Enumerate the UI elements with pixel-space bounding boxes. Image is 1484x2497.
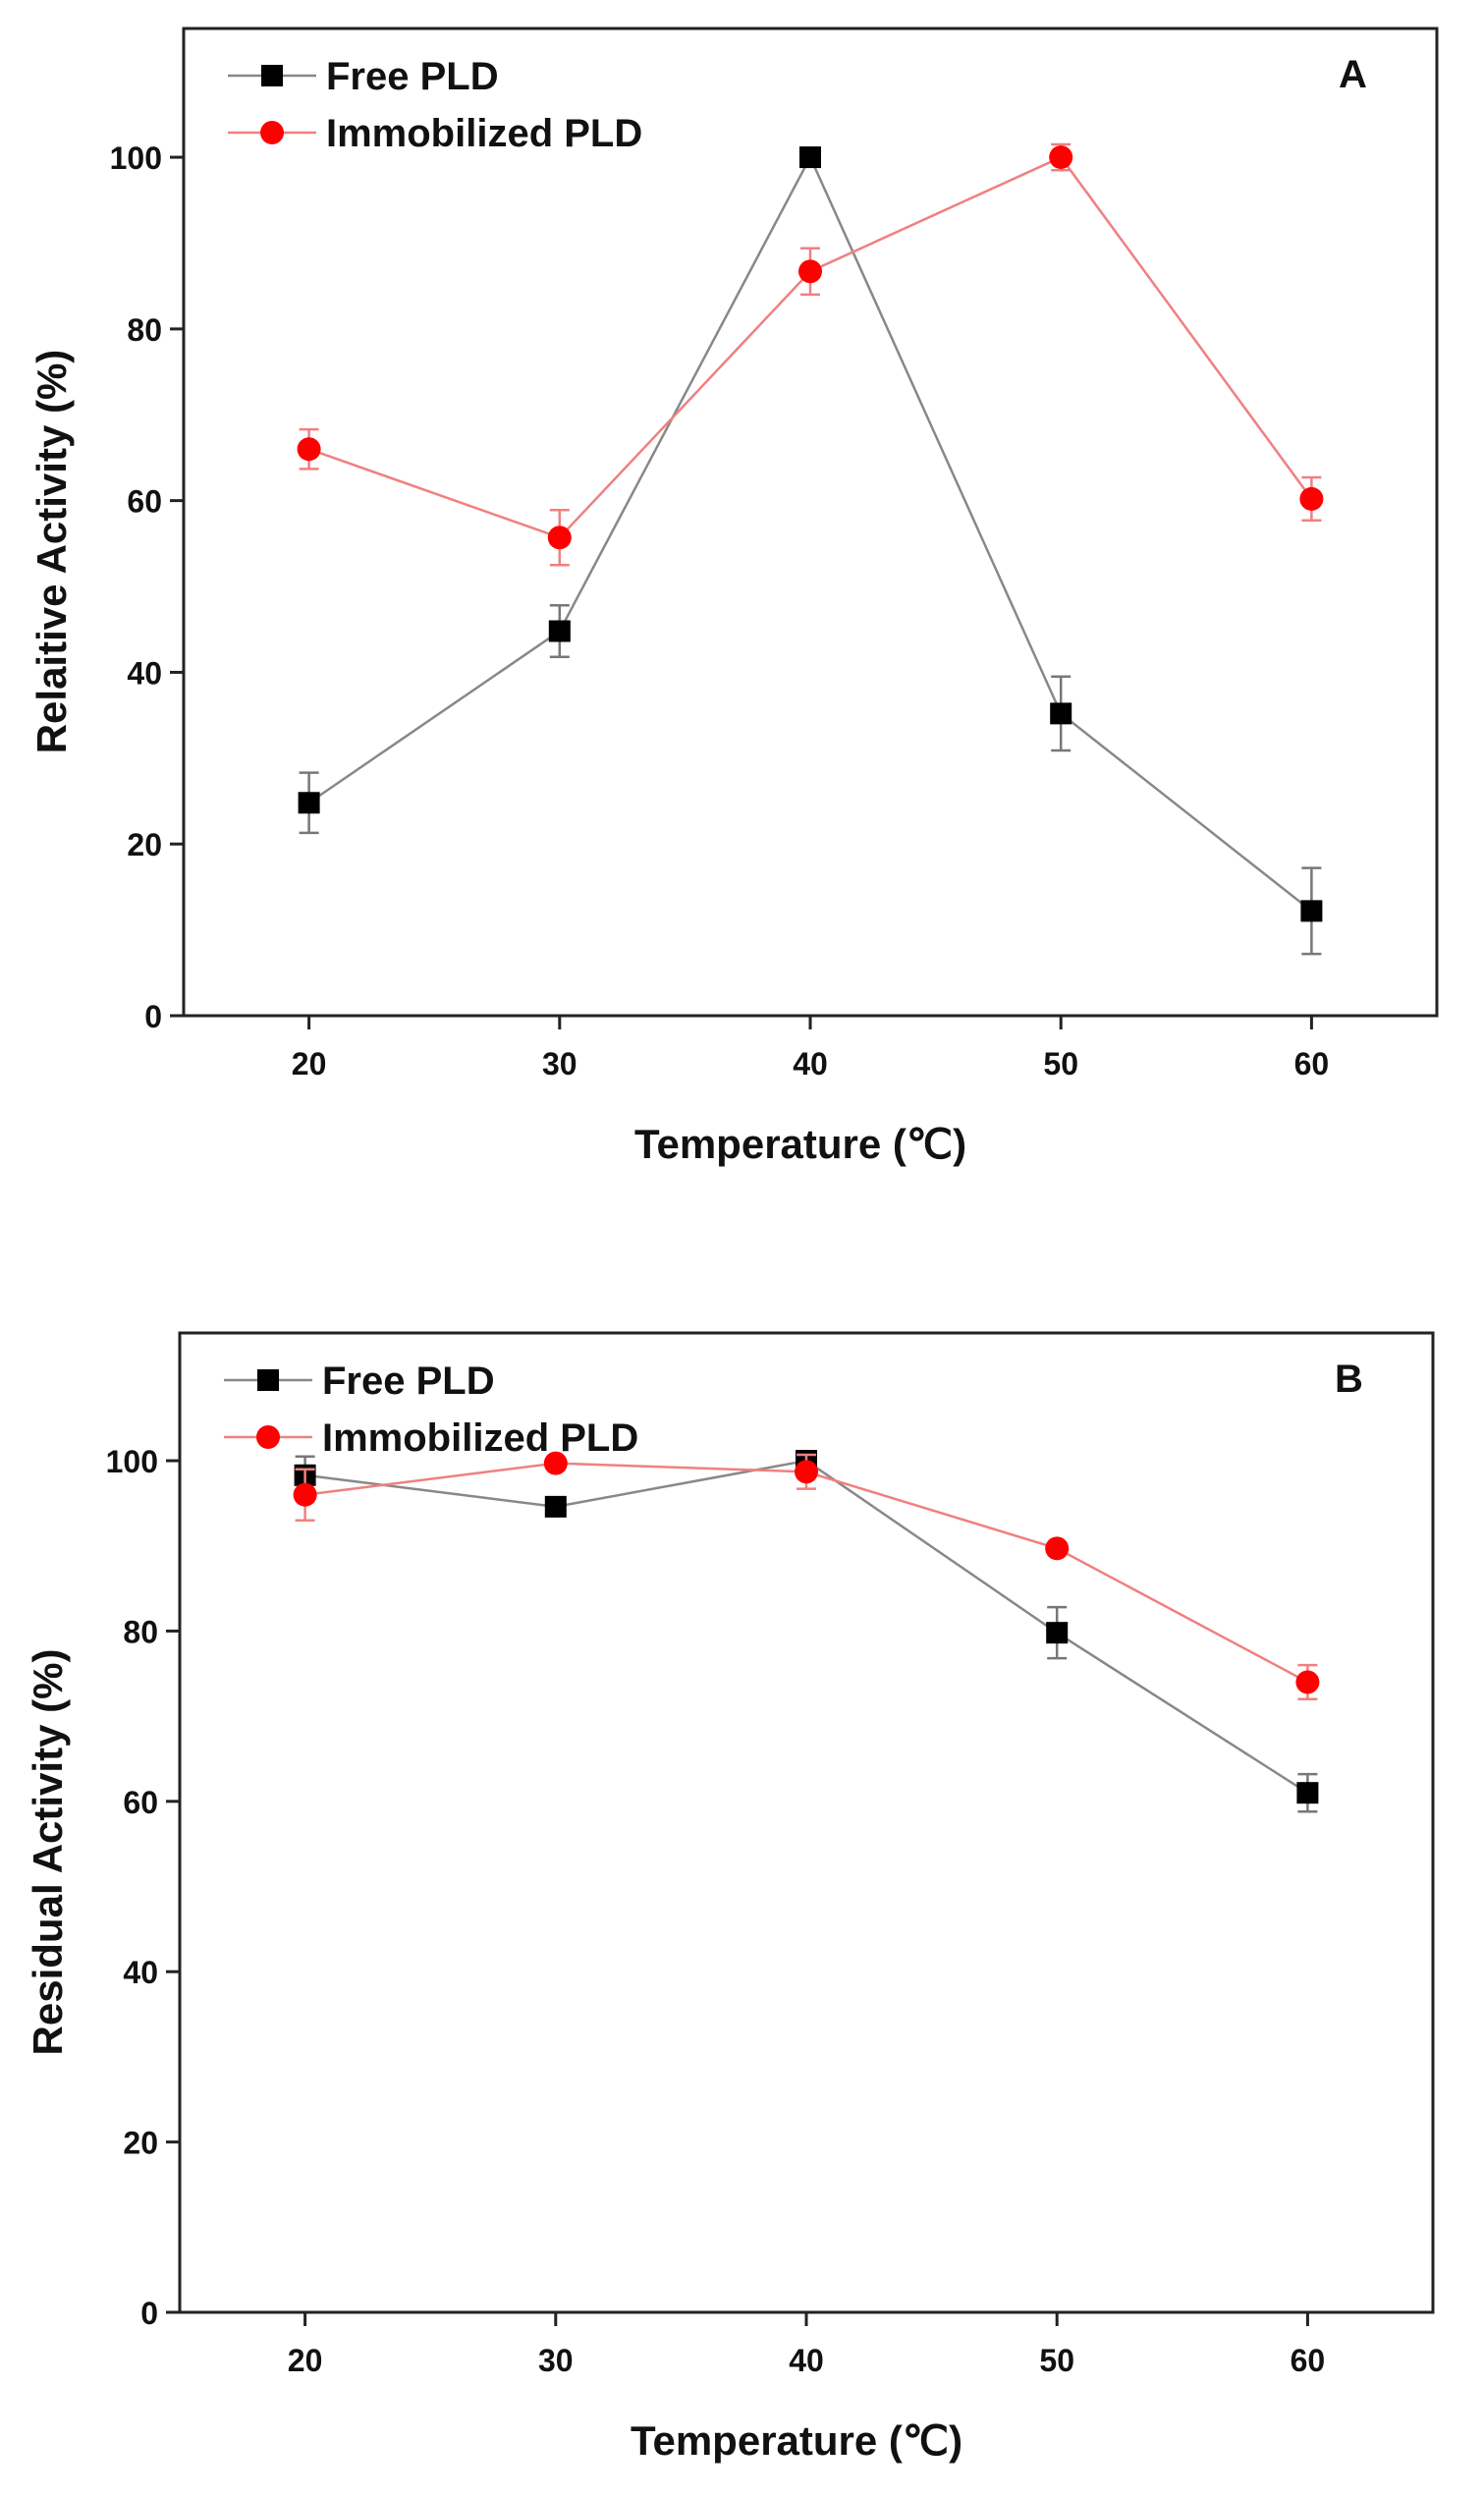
- x-tick-label: 30: [542, 1046, 577, 1082]
- series-free-pld: [294, 1450, 1319, 1813]
- data-point-square: [1050, 702, 1072, 725]
- x-tick-label: 30: [538, 2343, 574, 2378]
- x-axis-label: Temperature (℃): [631, 2417, 962, 2464]
- y-tick-label: 40: [123, 1955, 158, 1990]
- data-point-square: [298, 792, 320, 814]
- series-immobilized-pld: [293, 1451, 1320, 1701]
- data-point-circle: [1295, 1670, 1320, 1694]
- legend-marker-square: [257, 1369, 279, 1391]
- y-tick-label: 0: [140, 2296, 158, 2331]
- data-point-circle: [547, 526, 572, 550]
- data-point-circle: [297, 437, 321, 462]
- data-point-square: [799, 146, 821, 169]
- y-tick-label: 80: [127, 312, 162, 348]
- x-tick-label: 50: [1043, 1046, 1078, 1082]
- series-line: [304, 1462, 1308, 1684]
- y-tick-label: 100: [110, 140, 162, 176]
- series-line: [308, 155, 1313, 539]
- panel-label: B: [1335, 1358, 1363, 1401]
- data-point-circle: [1299, 486, 1324, 511]
- legend-label: Free PLD: [322, 1359, 495, 1403]
- legend-item: Immobilized PLD: [224, 1416, 638, 1460]
- x-tick-label: 60: [1291, 2343, 1326, 2378]
- y-tick-label: 20: [127, 827, 162, 862]
- y-tick-label: 60: [123, 1785, 158, 1820]
- data-point-square: [544, 1495, 567, 1518]
- legend-label: Immobilized PLD: [326, 112, 642, 155]
- y-tick-label: 20: [123, 2126, 158, 2161]
- legend-marker-square: [261, 65, 283, 86]
- x-tick-label: 40: [789, 2343, 824, 2378]
- y-tick-label: 60: [127, 484, 162, 520]
- data-point-circle: [543, 1451, 568, 1475]
- x-tick-label: 60: [1294, 1046, 1330, 1082]
- legend-label: Immobilized PLD: [322, 1416, 638, 1460]
- data-point-circle: [1045, 1536, 1070, 1561]
- y-tick-label: 80: [123, 1614, 158, 1649]
- chart-panel-B: 0 20 40 60 80 100 20 30 40 50 60 Temperature (℃) Res…: [25, 1331, 1435, 2464]
- panel-label: A: [1339, 53, 1367, 96]
- series-immobilized-pld: [297, 142, 1324, 567]
- data-point-square: [1296, 1782, 1319, 1804]
- chart-panel-A: 0 20 40 60 80 100 20 30 40 50 60 Temperature (℃) Rel…: [28, 27, 1439, 1167]
- data-point-square: [1046, 1622, 1069, 1644]
- legend-item: Immobilized PLD: [228, 112, 642, 155]
- y-tick-label: 40: [127, 655, 162, 691]
- series-free-pld: [298, 146, 1323, 956]
- series-line: [304, 1459, 1309, 1795]
- data-point-circle: [293, 1482, 317, 1507]
- data-point-circle: [1049, 145, 1073, 170]
- legend-marker-circle: [260, 121, 284, 144]
- x-axis-label: Temperature (℃): [634, 1121, 966, 1167]
- x-tick-label: 50: [1039, 2343, 1074, 2378]
- data-point-square: [1300, 900, 1323, 922]
- legend-item: Free PLD: [228, 55, 499, 98]
- y-tick-label: 100: [106, 1444, 158, 1479]
- y-tick-label: 0: [144, 999, 162, 1034]
- legend-marker-circle: [256, 1425, 280, 1449]
- plot-frame: [182, 27, 1439, 1018]
- data-point-circle: [798, 259, 822, 284]
- x-tick-label: 40: [793, 1046, 828, 1082]
- legend-item: Free PLD: [224, 1359, 495, 1403]
- y-axis-label: Relaitive Activity (%): [28, 350, 75, 754]
- y-axis-label: Residual Activity (%): [25, 1649, 71, 2056]
- data-point-square: [548, 620, 571, 642]
- x-tick-label: 20: [292, 1046, 327, 1082]
- legend-label: Free PLD: [326, 55, 499, 98]
- x-tick-label: 20: [288, 2343, 323, 2378]
- data-point-circle: [795, 1460, 818, 1484]
